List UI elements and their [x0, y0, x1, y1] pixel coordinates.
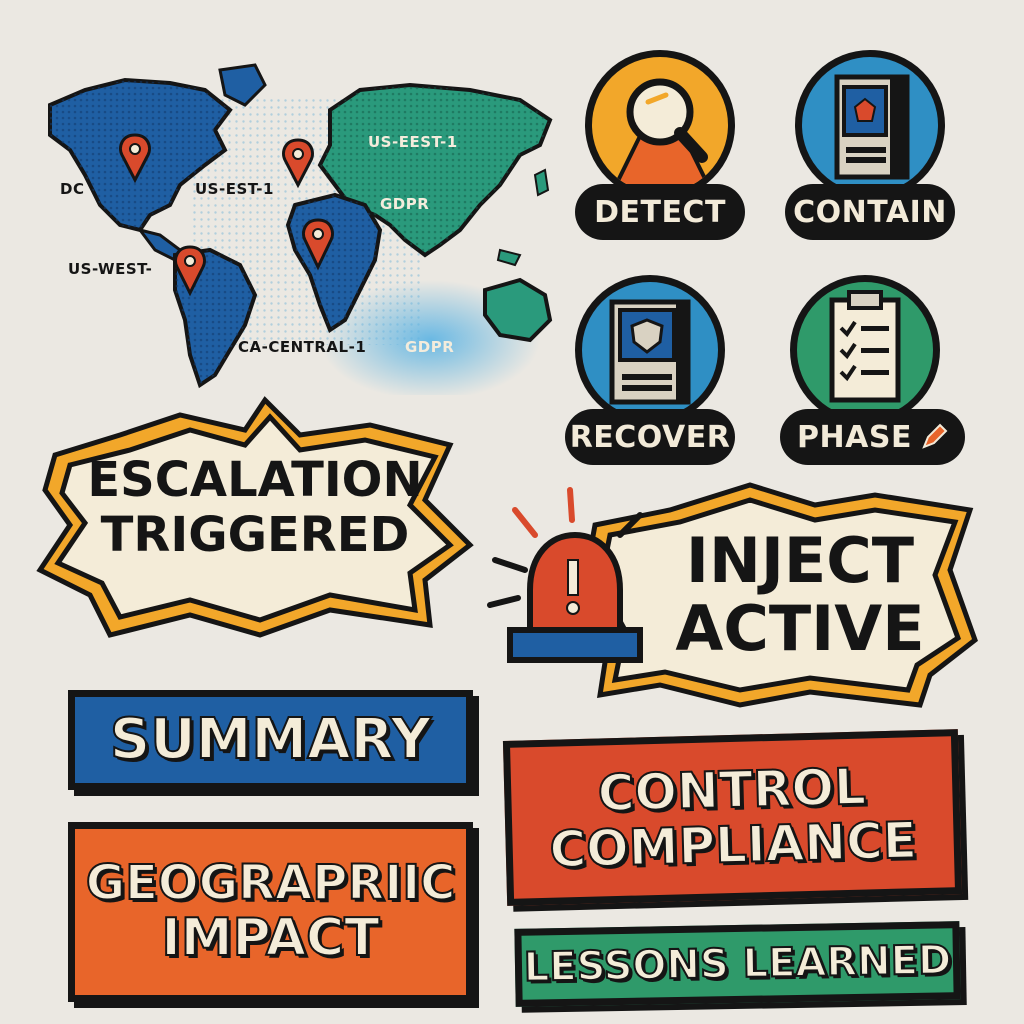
location-pin-icon — [302, 218, 334, 271]
map-label-us-est-1: US-EST-1 — [195, 180, 274, 198]
australia-shape — [483, 277, 553, 343]
phase-contain[interactable]: CONTAIN — [785, 50, 955, 245]
control-compliance-banner[interactable]: CONTROL COMPLIANCE — [502, 729, 963, 906]
summary-banner[interactable]: SUMMARY — [68, 690, 473, 790]
escalation-line2: TRIGGERED — [100, 507, 410, 563]
phase-phase[interactable]: PHASE — [780, 275, 965, 470]
computer-icon — [795, 50, 945, 200]
geographic-line1: GEOGRAPRIIC — [85, 855, 457, 911]
phase-detect[interactable]: DETECT — [575, 50, 745, 245]
geographic-impact-banner[interactable]: GEOGRAPRIIC IMPACT — [68, 822, 473, 1002]
escalation-line1: ESCALATION — [87, 452, 423, 508]
phase-recover[interactable]: RECOVER — [565, 275, 735, 470]
alarm-siren-icon — [487, 487, 643, 663]
lessons-learned-banner[interactable]: LESSONS LEARNED — [514, 921, 961, 1007]
location-pin-icon — [174, 245, 206, 297]
computer-shield-icon — [575, 275, 725, 425]
lessons-label: LESSONS LEARNED — [522, 936, 952, 991]
map-label-dc: DC — [60, 180, 85, 198]
map-label-us-west: US-WEST- — [68, 260, 153, 278]
inject-active-banner: INJECT ACTIVE — [480, 480, 980, 710]
control-line1: CONTROL — [596, 756, 867, 823]
phase-label-detect: DETECT — [594, 194, 726, 230]
map-label-ca-central-1: CA-CENTRAL-1 — [238, 338, 367, 356]
geographic-line2: IMPACT — [160, 907, 380, 968]
map-label-gdpr: GDPR — [380, 195, 430, 213]
phase-label-recover: RECOVER — [569, 419, 731, 455]
inject-line2: ACTIVE — [675, 592, 925, 665]
summary-label: SUMMARY — [109, 707, 432, 773]
world-map-graphic — [48, 63, 553, 400]
location-pin-icon — [282, 138, 314, 189]
pencil-icon — [922, 423, 948, 449]
world-map: DC US-EST-1 US-WEST- CA-CENTRAL-1 US-EES… — [30, 55, 570, 400]
map-label-gdpr: GDPR — [405, 338, 455, 356]
control-line2: COMPLIANCE — [548, 810, 919, 880]
map-label-us-eest-1: US-EEST-1 — [368, 133, 458, 151]
clipboard-icon — [790, 275, 940, 425]
location-pin-icon — [119, 133, 151, 184]
magnifier-icon — [585, 50, 735, 200]
inject-line1: INJECT — [685, 524, 915, 597]
phase-label-phase: PHASE — [797, 419, 912, 455]
escalation-triggered-banner: ESCALATION TRIGGERED — [30, 395, 480, 645]
phase-label-contain: CONTAIN — [793, 194, 947, 230]
